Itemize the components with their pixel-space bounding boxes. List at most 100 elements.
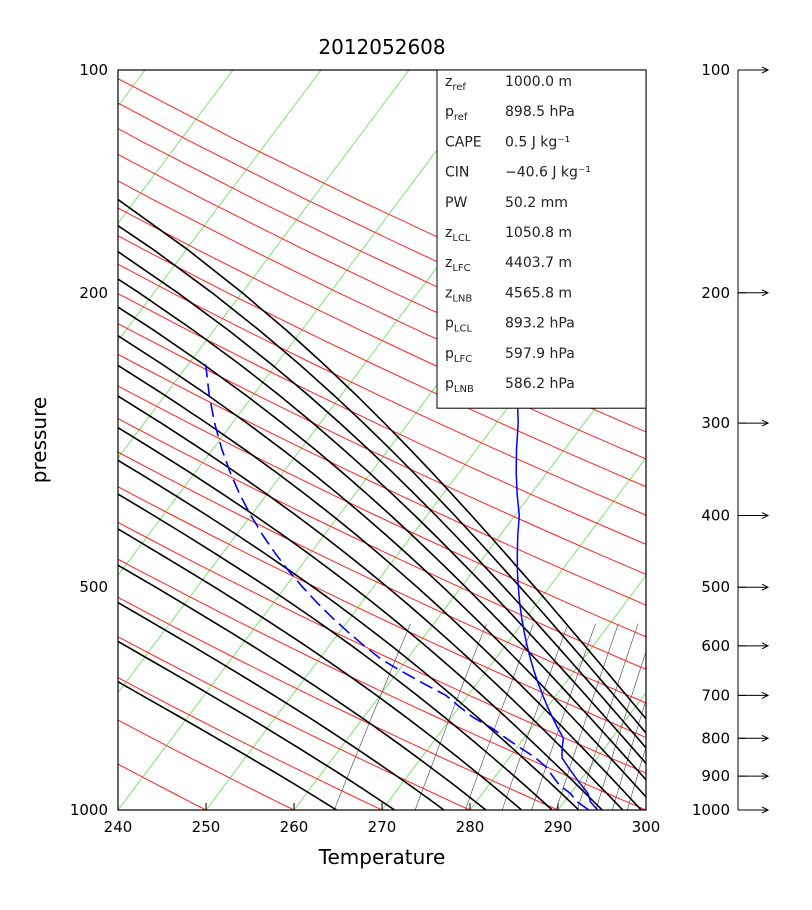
- y-axis-label: pressure: [27, 397, 51, 483]
- isotherm-line: [118, 70, 498, 576]
- mixing-ratio-line: [577, 623, 639, 810]
- dewpoint-profile-line: [204, 364, 590, 810]
- wind-level-label: 800: [701, 729, 730, 747]
- moist-adiabat-line: [118, 278, 646, 765]
- dry-adiabat-line: [118, 180, 646, 433]
- parameter-subscript: LNB: [452, 293, 472, 304]
- wind-level-label: 400: [701, 507, 730, 525]
- parameter-subscript: LCL: [452, 233, 471, 244]
- mixing-ratio-line: [627, 746, 646, 810]
- isotherm-line: [734, 70, 812, 810]
- isotherm-line: [118, 70, 146, 107]
- dry-adiabat-line: [118, 451, 646, 704]
- x-tick-label: 300: [632, 818, 661, 836]
- parameter-value: 0.5 J kg⁻¹: [505, 134, 570, 150]
- y-tick-label: 100: [79, 61, 108, 79]
- wind-level-label: 300: [701, 414, 730, 432]
- moist-adiabat-line: [118, 250, 646, 750]
- y-tick-label: 500: [79, 578, 108, 596]
- wind-arrow-head: [761, 691, 770, 699]
- moist-adiabat-line: [118, 334, 646, 799]
- moist-adiabat-line: [118, 680, 338, 810]
- parameter-subscript: ref: [454, 112, 468, 123]
- parameter-value: 1000.0 m: [505, 74, 572, 90]
- parameter-subscript: LFC: [454, 354, 472, 365]
- dry-adiabat-line: [118, 263, 646, 516]
- moist-adiabat-line: [118, 459, 580, 810]
- moist-adiabat-line: [118, 306, 646, 781]
- isotherm-line: [381, 457, 646, 810]
- wind-level-label: 600: [701, 637, 730, 655]
- parameter-value: 50.2 mm: [505, 195, 568, 211]
- mixing-ratio-line: [612, 699, 646, 810]
- dry-adiabat-line: [118, 353, 646, 606]
- mixing-ratio-line: [333, 623, 411, 810]
- x-tick-label: 240: [104, 818, 133, 836]
- mixing-ratio-line: [595, 650, 646, 810]
- parameter-symbol: CAPE: [445, 134, 482, 150]
- wind-level-label: 100: [701, 61, 730, 79]
- moist-adiabat-line: [118, 564, 487, 810]
- isotherm-line: [118, 70, 410, 459]
- x-tick-label: 250: [192, 818, 221, 836]
- x-tick-label: 280: [456, 818, 485, 836]
- dry-adiabat-line: [118, 293, 646, 545]
- isotherm-line: [557, 692, 646, 810]
- wind-arrow-head: [761, 66, 770, 74]
- wind-arrow-head: [761, 642, 770, 650]
- axis-ticks: 240 250 260 270 280 290 300 100 200 500 1000: [70, 61, 661, 836]
- x-tick-label: 290: [544, 818, 573, 836]
- parameter-symbol: CIN: [445, 165, 469, 181]
- parameter-symbol: PW: [445, 195, 467, 211]
- wind-profile-panel: 100 200 300 400 500 600 700 800 900 1000: [692, 61, 770, 819]
- dry-adiabat-line: [118, 558, 646, 810]
- y-tick-label: 200: [79, 284, 108, 302]
- mixing-ratio-line: [414, 623, 487, 810]
- wind-level-label: 700: [701, 686, 730, 704]
- wind-arrow-head: [761, 583, 770, 591]
- parameter-value: 4403.7 m: [505, 255, 572, 271]
- wind-arrow-head: [761, 734, 770, 742]
- moist-adiabat-line: [118, 364, 642, 810]
- parameter-value: 898.5 hPa: [505, 104, 575, 120]
- parameter-value: 586.2 hPa: [505, 376, 575, 392]
- x-tick-label: 270: [368, 818, 397, 836]
- parameter-value: 597.9 hPa: [505, 346, 575, 362]
- wind-level-label: 900: [701, 767, 730, 785]
- background-lines: [118, 70, 812, 810]
- wind-level-label: 1000: [692, 801, 730, 819]
- dry-adiabat-line: [118, 636, 471, 810]
- moist-adiabat-line: [118, 426, 603, 810]
- parameter-value: 4565.8 m: [505, 285, 572, 301]
- dry-adiabat-line: [118, 207, 646, 460]
- moist-adiabat-line: [118, 224, 646, 735]
- mixing-ratio-line: [555, 623, 619, 810]
- parameter-subscript: LCL: [454, 324, 473, 335]
- dry-adiabat-line: [118, 719, 295, 810]
- dry-adiabat-line: [118, 322, 646, 575]
- dry-adiabat-line: [118, 153, 646, 406]
- wind-arrow-head: [761, 289, 770, 297]
- wind-arrow-head: [761, 806, 770, 814]
- isotherm-line: [469, 574, 646, 810]
- parameter-value: 893.2 hPa: [505, 316, 575, 332]
- moist-adiabat-line: [118, 493, 553, 810]
- moist-adiabat-line: [118, 528, 523, 810]
- parameter-subscript: LFC: [452, 263, 470, 274]
- parameter-value: −40.6 J kg⁻¹: [505, 165, 591, 181]
- moist-adiabat-line: [118, 640, 396, 810]
- moist-adiabat-line: [118, 198, 646, 720]
- dry-adiabat-line: [118, 677, 383, 810]
- parameters-box-frame: [436, 69, 647, 409]
- parameter-subscript: LNB: [454, 384, 474, 395]
- x-axis-label: Temperature: [318, 845, 446, 869]
- dry-adiabat-line: [118, 418, 646, 670]
- dry-adiabat-line: [118, 486, 646, 739]
- dry-adiabat-line: [118, 235, 646, 488]
- wind-arrow-head: [761, 772, 770, 780]
- moist-adiabat-line: [118, 601, 445, 810]
- mixing-ratio-line: [501, 623, 569, 810]
- x-tick-label: 260: [280, 818, 309, 836]
- chart-title: 2012052608: [318, 35, 445, 59]
